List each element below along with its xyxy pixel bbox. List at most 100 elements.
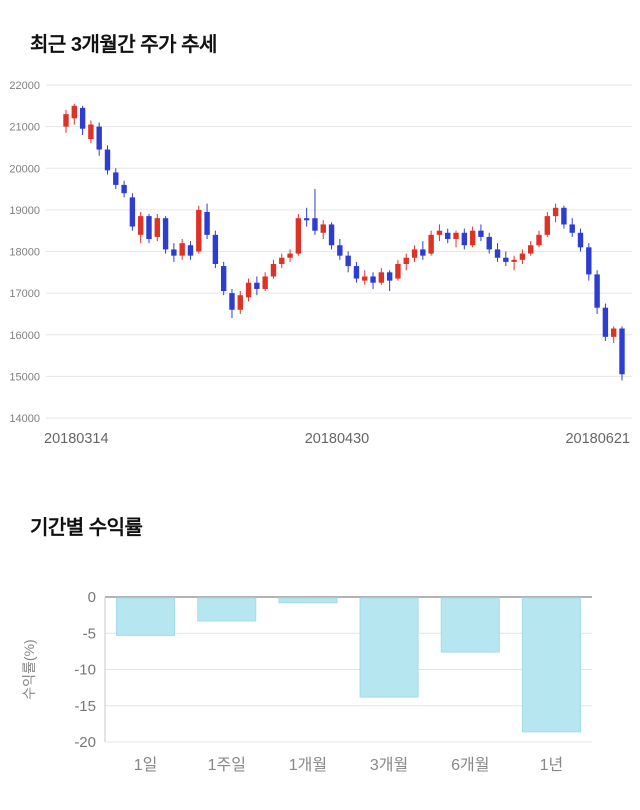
bar-category-label: 3개월 bbox=[370, 756, 408, 774]
return-bar bbox=[521, 597, 581, 733]
candle-body-down bbox=[569, 224, 575, 233]
candles bbox=[63, 103, 625, 381]
candle-body-up bbox=[519, 253, 526, 260]
x-label-mid: 20180430 bbox=[305, 431, 370, 447]
returns-title: 기간별 수익률 bbox=[30, 517, 143, 539]
candle-body-down bbox=[602, 307, 609, 337]
candle-body-up bbox=[428, 234, 434, 254]
candle-body-down bbox=[129, 197, 136, 227]
candle-y-tick-label: 18000 bbox=[9, 247, 40, 259]
candle-body-down bbox=[79, 107, 86, 129]
candle-body-down bbox=[461, 232, 468, 246]
return-bar bbox=[116, 597, 176, 636]
candle-y-tick-label: 21000 bbox=[9, 122, 40, 134]
candle-body-up bbox=[279, 257, 285, 264]
candle-body-down bbox=[146, 216, 152, 240]
candle-body-up bbox=[403, 257, 409, 264]
candle-body-down bbox=[212, 234, 219, 264]
candle-body-up bbox=[63, 114, 69, 127]
candle-body-up bbox=[196, 209, 202, 252]
candle-body-down bbox=[594, 274, 600, 308]
candle-body-up bbox=[88, 124, 94, 140]
price-trend-title: 최근 3개월간 주가 추세 bbox=[30, 34, 217, 56]
candle-body-up bbox=[511, 259, 517, 262]
returns-section: 기간별 수익률 0 -5 -10 -15 -20 수익률(%) 1일 1주일 1개월 3개월 6개월… bbox=[0, 511, 640, 784]
candle-body-down bbox=[353, 266, 360, 279]
candle-body-down bbox=[312, 218, 318, 231]
candlestick-chart: 22000 21000 20000 19000 18000 17000 16000 15000… bbox=[0, 57, 640, 449]
candle-body-up bbox=[536, 234, 542, 246]
candle-body-down bbox=[204, 211, 210, 235]
return-bar bbox=[278, 597, 338, 604]
candle-body-down bbox=[486, 236, 492, 250]
candle-body-down bbox=[386, 272, 393, 281]
candle-body-down bbox=[345, 255, 351, 267]
candle-body-down bbox=[171, 249, 177, 256]
return-bar bbox=[440, 597, 500, 653]
candle-body-up bbox=[287, 253, 293, 258]
candle-body-up bbox=[237, 295, 243, 310]
candle-body-down bbox=[113, 172, 119, 185]
candle-body-down bbox=[478, 230, 484, 237]
candle-body-down bbox=[229, 293, 235, 310]
candle-y-tick-label: 19000 bbox=[9, 205, 40, 217]
candle-body-down bbox=[303, 218, 310, 221]
candle-x-axis-labels: 20180314 20180430 20180621 bbox=[44, 431, 630, 447]
candle-body-up bbox=[245, 282, 252, 298]
candle-y-tick-label: 15000 bbox=[9, 371, 40, 383]
candle-body-up bbox=[154, 218, 160, 237]
bar-category-label: 1주일 bbox=[208, 756, 246, 774]
candle-body-up bbox=[262, 276, 268, 289]
bar-gridlines bbox=[105, 596, 592, 743]
candle-body-up bbox=[137, 216, 144, 235]
bar-y-axis-labels: 0 -5 -10 -15 -20 bbox=[74, 589, 96, 751]
candle-body-up bbox=[544, 216, 551, 235]
candlestick-svg: 22000 21000 20000 19000 18000 17000 16000 15000… bbox=[9, 80, 632, 447]
candle-body-up bbox=[552, 207, 559, 217]
candle-y-tick-label: 22000 bbox=[9, 80, 40, 92]
stock-report-page: 최근 3개월간 주가 추세 22000 21000 20000 19000 18000 1… bbox=[0, 34, 640, 784]
candle-body-down bbox=[162, 218, 169, 250]
return-bar bbox=[197, 597, 257, 622]
candle-body-down bbox=[328, 224, 335, 246]
bar-category-label: 6개월 bbox=[451, 756, 489, 774]
candle-body-up bbox=[528, 245, 534, 254]
candle-body-down bbox=[121, 184, 127, 194]
candle-y-tick-label: 17000 bbox=[9, 288, 40, 300]
candle-body-down bbox=[445, 232, 451, 240]
candle-body-up bbox=[71, 105, 77, 119]
bar-category-label: 1일 bbox=[134, 756, 158, 774]
candle-body-up bbox=[270, 263, 277, 277]
candle-body-up bbox=[320, 224, 326, 233]
candle-body-down bbox=[577, 232, 584, 248]
candle-body-down bbox=[220, 266, 227, 292]
bar-category-labels: 1일 1주일 1개월 3개월 6개월 1년 bbox=[134, 756, 563, 774]
bar-y-axis-title: 수익률(%) bbox=[21, 639, 37, 699]
returns-bar-svg: 0 -5 -10 -15 -20 수익률(%) 1일 1주일 1개월 3개월 6개월 1년 bbox=[21, 589, 592, 774]
candle-body-down bbox=[420, 249, 426, 256]
bar-category-label: 1년 bbox=[540, 756, 564, 774]
bar-y-tick-label: -5 bbox=[83, 625, 96, 642]
candle-body-up bbox=[436, 230, 443, 235]
candle-y-axis-labels: 22000 21000 20000 19000 18000 17000 16000 15000… bbox=[9, 80, 40, 425]
bar-category-label: 1개월 bbox=[289, 756, 327, 774]
candle-body-down bbox=[104, 149, 111, 171]
candle-body-down bbox=[494, 249, 501, 258]
candle-body-down bbox=[561, 207, 567, 225]
bars bbox=[116, 597, 581, 733]
returns-bar-chart: 0 -5 -10 -15 -20 수익률(%) 1일 1주일 1개월 3개월 6개월 1년 bbox=[0, 572, 640, 784]
candle-body-down bbox=[586, 247, 592, 275]
bar-y-tick-label: -10 bbox=[74, 662, 96, 679]
candle-body-up bbox=[469, 230, 476, 246]
candle-body-up bbox=[378, 272, 385, 283]
candle-body-up bbox=[395, 263, 401, 279]
candle-body-up bbox=[611, 328, 617, 337]
candle-body-down bbox=[254, 282, 260, 289]
candle-body-down bbox=[187, 245, 194, 256]
candle-body-down bbox=[96, 126, 102, 150]
bar-y-tick-label: 0 bbox=[88, 589, 96, 606]
candle-body-up bbox=[453, 232, 459, 240]
price-trend-section: 최근 3개월간 주가 추세 22000 21000 20000 19000 18000 1… bbox=[0, 34, 640, 449]
bar-y-tick-label: -15 bbox=[74, 698, 96, 715]
x-label-end: 20180621 bbox=[565, 431, 630, 447]
